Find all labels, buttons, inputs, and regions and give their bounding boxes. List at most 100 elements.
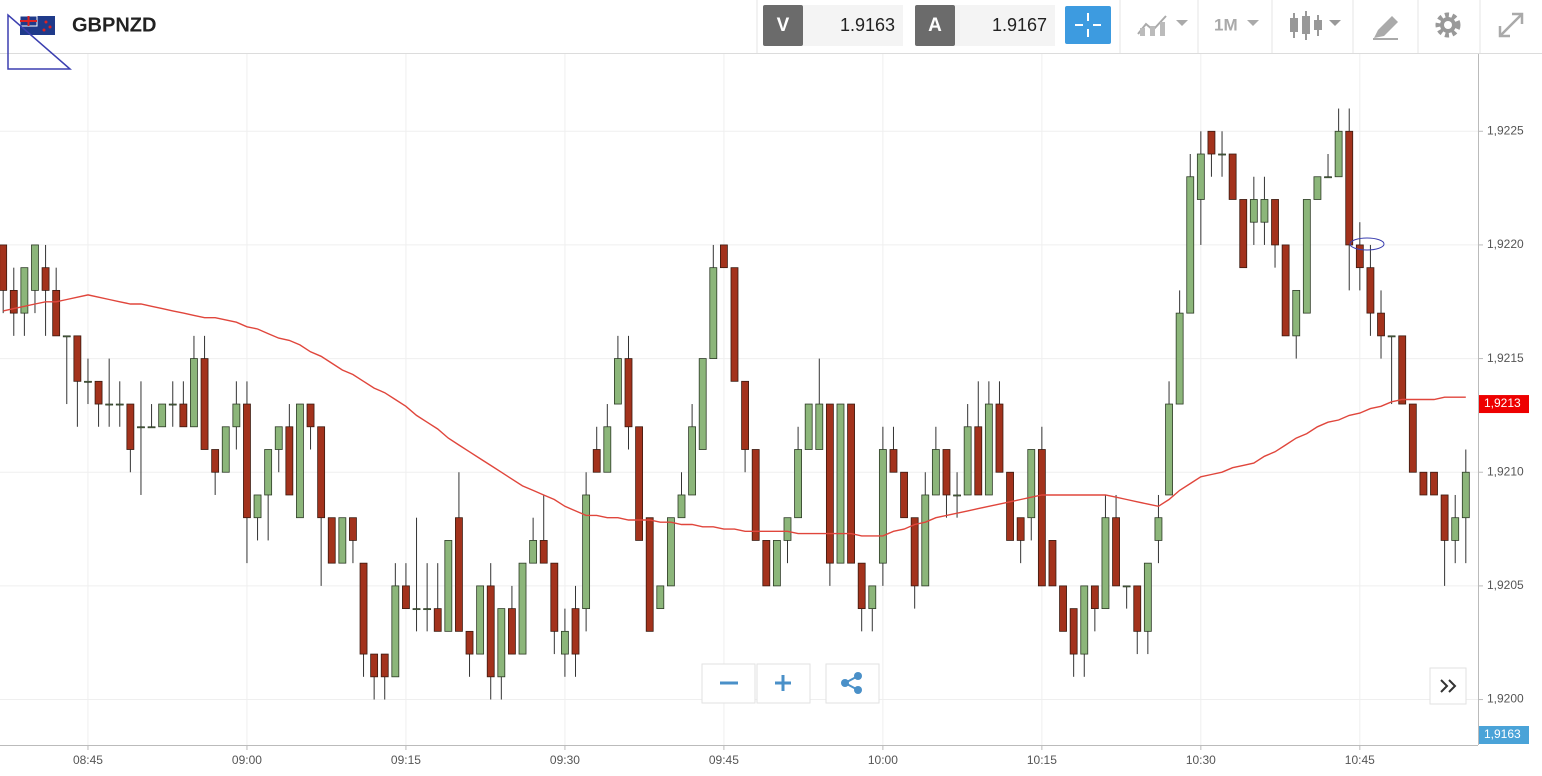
candle-body [1430,471,1438,496]
x-tick-label: 09:15 [391,753,421,767]
scroll-end-button[interactable] [1429,667,1467,705]
candle-body [772,540,781,587]
x-tick-label: 10:30 [1186,753,1216,767]
candle-body [306,403,315,428]
candle-body [221,426,230,473]
settings-button[interactable] [1435,12,1461,38]
candle-body [1281,244,1290,337]
candle-body [942,449,951,496]
candle-body [391,585,400,678]
timeframe-dropdown[interactable] [1247,20,1259,26]
draw-button[interactable] [1373,16,1398,40]
y-tick-label: 1,9220 [1487,237,1524,251]
zoom-in-button[interactable] [756,663,811,704]
candle-body [1249,199,1258,223]
candle-body [370,653,379,678]
candle-body [168,403,177,406]
flag-icon [19,15,55,35]
candle-body [433,608,442,632]
candle-body [380,653,389,678]
x-tick-label: 08:45 [73,753,103,767]
candle-body [836,403,845,564]
candle-body [730,267,739,382]
y-tick-label: 1,9215 [1487,351,1524,365]
candle-body [444,540,453,632]
candle-body [783,517,792,541]
candle-body [815,403,824,450]
candle-body [62,335,71,338]
candle-body [52,289,61,337]
ask-box [955,5,1055,46]
y-tick-label: 1,9205 [1487,578,1524,592]
candle-body [1196,153,1205,200]
candle-body [698,358,707,450]
candle-body [645,517,654,632]
candle-body [508,608,516,655]
drawing-ellipse [1349,237,1385,251]
candle-body [921,494,930,587]
candle-body [1334,130,1343,178]
candle-body [688,426,697,496]
share-button[interactable] [825,663,880,704]
candle-body [667,517,675,587]
candle-body [592,449,601,473]
candle-body [910,517,919,587]
candle-body [1186,176,1195,314]
candle-body [274,426,283,450]
candle-body [497,608,506,678]
candle-body [158,403,167,428]
candle-body [1419,471,1428,496]
zoom-out-button[interactable] [701,663,756,704]
candle-body [1398,335,1407,405]
candle-body [995,403,1004,473]
candle-body [20,267,29,314]
candle-body [1355,244,1364,269]
candle-body [518,562,527,655]
candle-body [889,449,898,473]
candle-body [1292,289,1301,337]
candle-body [476,585,485,655]
candle-body [1143,562,1152,632]
price-marker [1479,726,1529,744]
ask-price: 1.9167 [992,15,1047,35]
candle-body [582,494,591,610]
candle-body [1451,517,1460,541]
candle-body [1122,585,1131,588]
timeframe[interactable]: 1M [1214,15,1238,34]
price-marker-label: 1,9163 [1484,727,1521,741]
candle-body [232,403,241,428]
candle-body [1101,517,1110,610]
x-tick-label: 10:15 [1027,753,1057,767]
candle-body [1218,153,1226,156]
candle-body [762,540,771,587]
candle-body [1059,585,1067,632]
candle-body [9,289,18,314]
candle-style-button[interactable] [1290,11,1341,40]
candle-body [359,562,368,655]
chart-type-button[interactable] [1137,15,1188,36]
candle-body [931,449,940,496]
candle-body [465,630,474,655]
candle-body [327,517,336,564]
candle-body [1069,608,1078,655]
price-marker-label: 1,9213 [1484,396,1521,410]
candle-body [1324,176,1332,179]
candle-body [200,358,209,450]
candle-body [115,403,124,406]
drawing-triangle [7,13,73,70]
ask-tag-box [915,5,955,46]
moving-average [3,294,1466,537]
symbol: GBPNZD [72,14,156,36]
candle-body [539,540,548,564]
bid-tag-box [763,5,803,46]
crosshair-button[interactable] [1065,6,1111,44]
candle-body [137,426,145,429]
bid-price: 1.9163 [840,15,895,35]
fullscreen-button[interactable] [1498,12,1524,38]
candle-body [1408,403,1417,473]
candle-body [243,403,251,519]
axes: 1,9200 1,9205 1,9210 1,9215 1,9220 1,9225 08:4… [0,54,1529,767]
candle-body [878,449,887,564]
candle-body [1080,585,1089,655]
